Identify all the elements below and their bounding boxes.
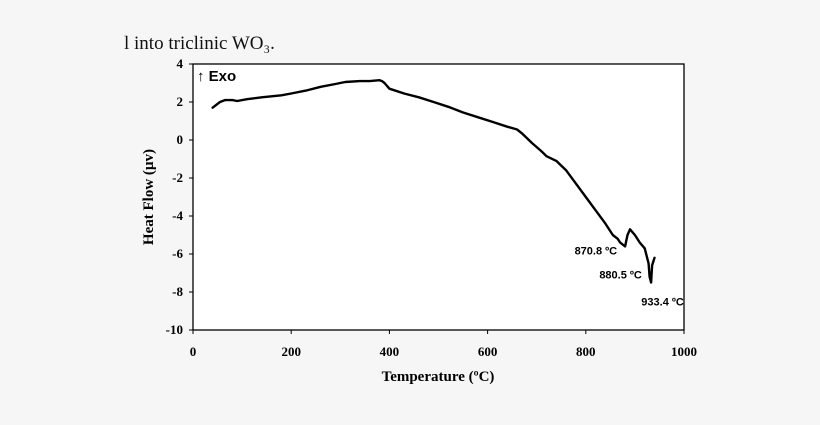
x-tick-label: 200 [281,344,301,359]
x-axis-title: Temperature (ºC) [382,369,495,385]
peak-label: 933.4 ºC [641,297,684,309]
x-tick-label: 0 [190,344,197,359]
y-tick-label: -8 [172,284,183,299]
y-axis-title: Heat Flow (µv) [141,149,157,245]
x-tick-label: 400 [380,344,400,359]
y-tick-label: -4 [172,208,183,223]
annotations: 870.8 ºC 880.5 ºC 933.4 ºC [575,246,684,309]
x-tick-label: 800 [576,344,596,359]
series-group [211,79,656,284]
exo-direction-label: ↑ Exo [197,68,236,85]
x-axis: 0 200 400 600 800 1000 [190,330,697,359]
plot-area [192,63,685,331]
y-tick-label: -6 [172,246,183,261]
x-tick-label: 600 [478,344,498,359]
x-tick-label: 1000 [671,344,697,359]
y-tick-label: 4 [177,56,184,71]
peak-label: 880.5 ºC [599,269,642,281]
peak-label: 870.8 ºC [575,246,618,258]
y-tick-label: 0 [177,132,184,147]
y-tick-label: -2 [172,170,183,185]
heat-flow-line [211,79,656,284]
figure-caption-fragment: l into triclinic WO₃. [124,33,275,54]
y-tick-label: -10 [166,322,183,337]
y-axis: 4 2 0 -2 -4 -6 -8 -10 [166,56,193,337]
y-tick-label: 2 [177,94,184,109]
